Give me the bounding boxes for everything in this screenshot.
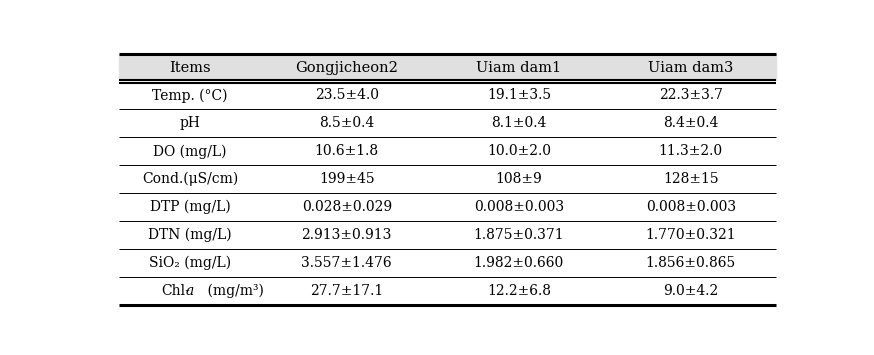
Text: DO (mg/L): DO (mg/L) <box>153 144 226 159</box>
Text: Uiam dam3: Uiam dam3 <box>648 60 733 75</box>
Text: 2.913±0.913: 2.913±0.913 <box>302 228 392 242</box>
Text: pH: pH <box>179 116 200 130</box>
Text: 128±15: 128±15 <box>662 172 718 186</box>
Text: Temp. (°C): Temp. (°C) <box>152 88 228 103</box>
Text: 0.008±0.003: 0.008±0.003 <box>646 200 736 214</box>
Text: 23.5±4.0: 23.5±4.0 <box>315 88 378 103</box>
Text: 1.982±0.660: 1.982±0.660 <box>474 256 564 270</box>
Text: 199±45: 199±45 <box>319 172 375 186</box>
Text: Chl-: Chl- <box>161 284 190 298</box>
Text: 3.557±1.476: 3.557±1.476 <box>302 256 392 270</box>
Text: Gongjicheon2: Gongjicheon2 <box>295 60 399 75</box>
Text: 1.875±0.371: 1.875±0.371 <box>474 228 565 242</box>
Text: 0.008±0.003: 0.008±0.003 <box>474 200 564 214</box>
Text: 10.6±1.8: 10.6±1.8 <box>315 144 378 158</box>
Text: 1.770±0.321: 1.770±0.321 <box>645 228 736 242</box>
Text: Cond.(μS/cm): Cond.(μS/cm) <box>142 172 239 186</box>
Text: 11.3±2.0: 11.3±2.0 <box>659 144 723 158</box>
Text: DTN (mg/L): DTN (mg/L) <box>149 228 232 242</box>
Text: 27.7±17.1: 27.7±17.1 <box>310 284 384 298</box>
Text: Chl-­i​ (mg/m³): Chl-­i​ (mg/m³) <box>141 284 239 298</box>
Text: 8.1±0.4: 8.1±0.4 <box>491 116 546 130</box>
Text: DTP (mg/L): DTP (mg/L) <box>149 200 231 214</box>
Text: 8.5±0.4: 8.5±0.4 <box>319 116 374 130</box>
Text: 8.4±0.4: 8.4±0.4 <box>663 116 718 130</box>
Text: 108±9: 108±9 <box>496 172 542 186</box>
Text: 12.2±6.8: 12.2±6.8 <box>487 284 551 298</box>
Text: 9.0±4.2: 9.0±4.2 <box>663 284 718 298</box>
Text: 22.3±3.7: 22.3±3.7 <box>659 88 723 103</box>
Text: a: a <box>186 284 194 298</box>
Text: SiO₂ (mg/L): SiO₂ (mg/L) <box>149 256 231 270</box>
Text: Items: Items <box>170 60 211 75</box>
Text: 10.0±2.0: 10.0±2.0 <box>487 144 551 158</box>
Text: (mg/m³): (mg/m³) <box>190 284 264 298</box>
Text: Uiam dam1: Uiam dam1 <box>476 60 561 75</box>
Text: 0.028±0.029: 0.028±0.029 <box>302 200 392 214</box>
Text: 19.1±3.5: 19.1±3.5 <box>487 88 551 103</box>
Text: 1.856±0.865: 1.856±0.865 <box>646 256 736 270</box>
